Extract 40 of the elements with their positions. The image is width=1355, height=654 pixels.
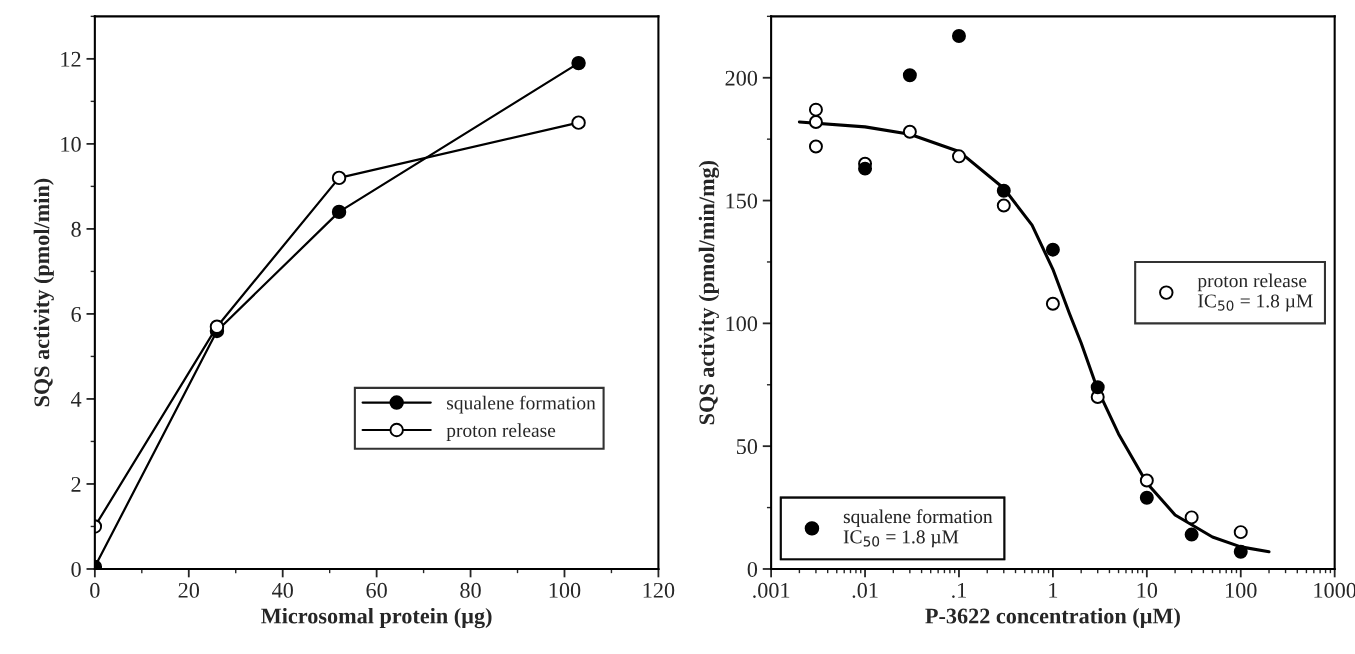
y-tick-label: 100	[726, 316, 758, 332]
x-tick-label: .01	[852, 582, 878, 598]
annotation: IC$_{50}$ = 1.8 µM	[843, 530, 959, 548]
x-tick-label: 40	[272, 582, 293, 598]
x-tick-label: 100	[549, 582, 581, 598]
y-tick-label: 50	[736, 439, 758, 455]
x-tick-label: 1	[1049, 582, 1058, 598]
legend-label: squalene formation	[843, 509, 993, 528]
y-tick-label: 6	[71, 306, 81, 322]
x-axis-title: Microsomal protein (µg)	[261, 607, 492, 629]
x-axis-title: P-3622 concentration (µM)	[925, 607, 1180, 629]
x-tick-label: 10	[1137, 582, 1158, 598]
point	[571, 115, 586, 130]
y-tick-label: 2	[71, 476, 81, 492]
y-axis-title: SQS activity (pmol/min)	[33, 178, 54, 407]
x-tick-label: 80	[460, 582, 481, 598]
y-tick-label: 4	[70, 392, 82, 407]
point	[571, 55, 586, 71]
y-tick-label: 10	[61, 136, 81, 152]
legend-label: proton release	[446, 423, 556, 441]
y-tick-label: 8	[71, 221, 81, 237]
x-tick-label: 60	[366, 582, 387, 598]
x-tick-label: 120	[643, 582, 675, 598]
y-tick-label: 150	[726, 193, 758, 209]
point	[331, 170, 347, 186]
y-tick-label: 200	[725, 70, 758, 86]
y-tick-label: 0	[71, 561, 81, 577]
legend-label: squalene formation	[447, 395, 596, 414]
annotation: IC$_{50}$ = 1.8 µM	[1198, 294, 1313, 312]
x-tick-label: 0	[90, 582, 100, 598]
y-axis-title: SQS activity (pmol/min/mg)	[698, 160, 720, 425]
point	[331, 204, 347, 220]
x-tick-label: 20	[178, 582, 200, 598]
x-tick-label: .1	[952, 582, 966, 598]
y-tick-label: 12	[61, 51, 81, 67]
y-tick-label: 0	[747, 561, 758, 577]
x-tick-label: .001	[753, 582, 790, 598]
x-tick-label: 100	[1226, 582, 1257, 598]
legend-label: proton release	[1197, 273, 1307, 292]
point	[209, 319, 225, 334]
